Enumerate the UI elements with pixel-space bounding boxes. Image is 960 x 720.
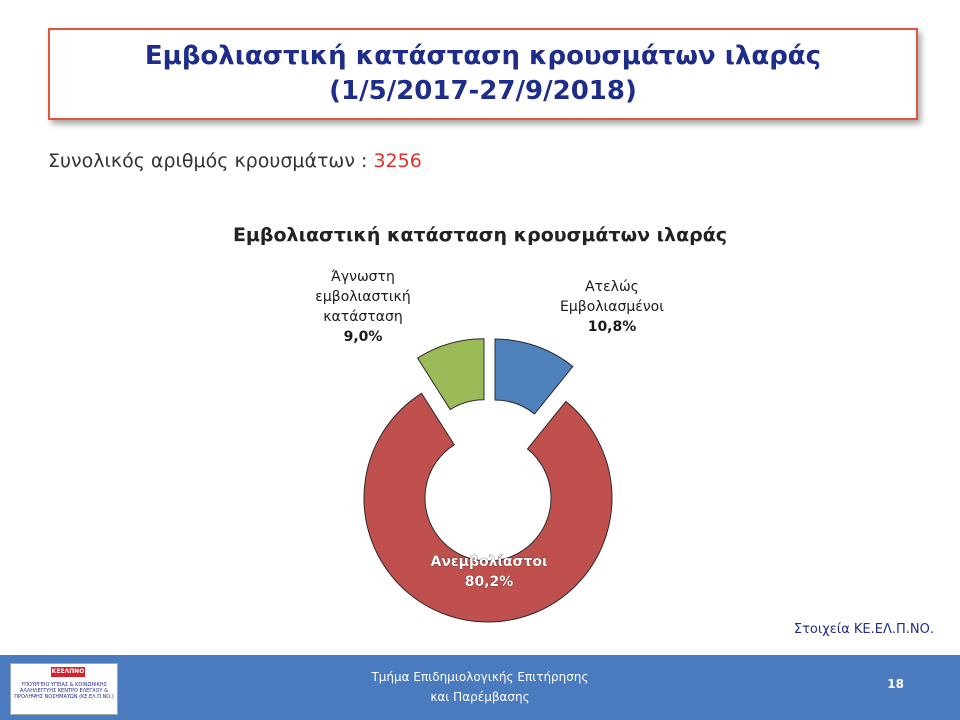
total-cases-label: Συνολικός αριθμός κρουσμάτων : — [48, 150, 374, 172]
footer-line-1: Τμήμα Επιδημιολογικής Επιτήρησης — [371, 670, 589, 684]
data-source-note: Στοιχεία ΚΕ.ΕΛ.Π.ΝΟ. — [793, 622, 934, 637]
slice-category-label-0: Ατελώς — [585, 279, 639, 295]
footer-bar: ΚΕΕΛΠΝΟ ΥΠΟΥΡΓΕΙΟ ΥΓΕΙΑΣ & ΚΟΙΝΩΝΙΚΗΣ ΑΛ… — [0, 655, 960, 720]
slice-category-label-2: εμβολιαστική — [315, 289, 410, 305]
donut-slice-0 — [494, 338, 574, 415]
slice-category-label-1: Ανεμβολίαστοι — [431, 554, 548, 570]
footer-line-2: και Παρέμβασης — [430, 690, 530, 704]
title-box: Εμβολιαστική κατάσταση κρουσμάτων ιλαράς… — [48, 28, 918, 120]
donut-slice-1 — [363, 392, 613, 623]
donut-slice-2 — [416, 338, 485, 411]
logo-text: ΥΠΟΥΡΓΕΙΟ ΥΓΕΙΑΣ & ΚΟΙΝΩΝΙΚΗΣ ΑΛΛΗΛΕΓΓΥΗ… — [14, 682, 114, 700]
slice-value-label-0: 10,8% — [588, 319, 637, 335]
keelpno-logo: ΚΕΕΛΠΝΟ ΥΠΟΥΡΓΕΙΟ ΥΓΕΙΑΣ & ΚΟΙΝΩΝΙΚΗΣ ΑΛ… — [10, 663, 118, 715]
slice-category-label-0: Εμβολιασμένοι — [560, 299, 664, 315]
slice-category-label-2: κατάσταση — [323, 309, 402, 325]
page-title: Εμβολιαστική κατάσταση κρουσμάτων ιλαράς — [144, 41, 822, 71]
logo-header: ΚΕΕΛΠΝΟ — [51, 667, 85, 677]
chart-title: Εμβολιαστική κατάσταση κρουσμάτων ιλαράς — [232, 224, 728, 246]
slice-value-label-1: 80,2% — [465, 574, 514, 590]
slice-value-label-2: 9,0% — [344, 329, 383, 345]
total-cases-value: 3256 — [373, 150, 422, 172]
total-cases-summary: Συνολικός αριθμός κρουσμάτων : 3256 — [48, 150, 422, 172]
slice-category-label-2: Άγνωστη — [331, 269, 395, 285]
footer-department: Τμήμα Επιδημιολογικής Επιτήρησης και Παρ… — [300, 667, 660, 707]
page-number: 18 — [887, 677, 904, 691]
page-subtitle-dates: (1/5/2017-27/9/2018) — [329, 76, 637, 106]
